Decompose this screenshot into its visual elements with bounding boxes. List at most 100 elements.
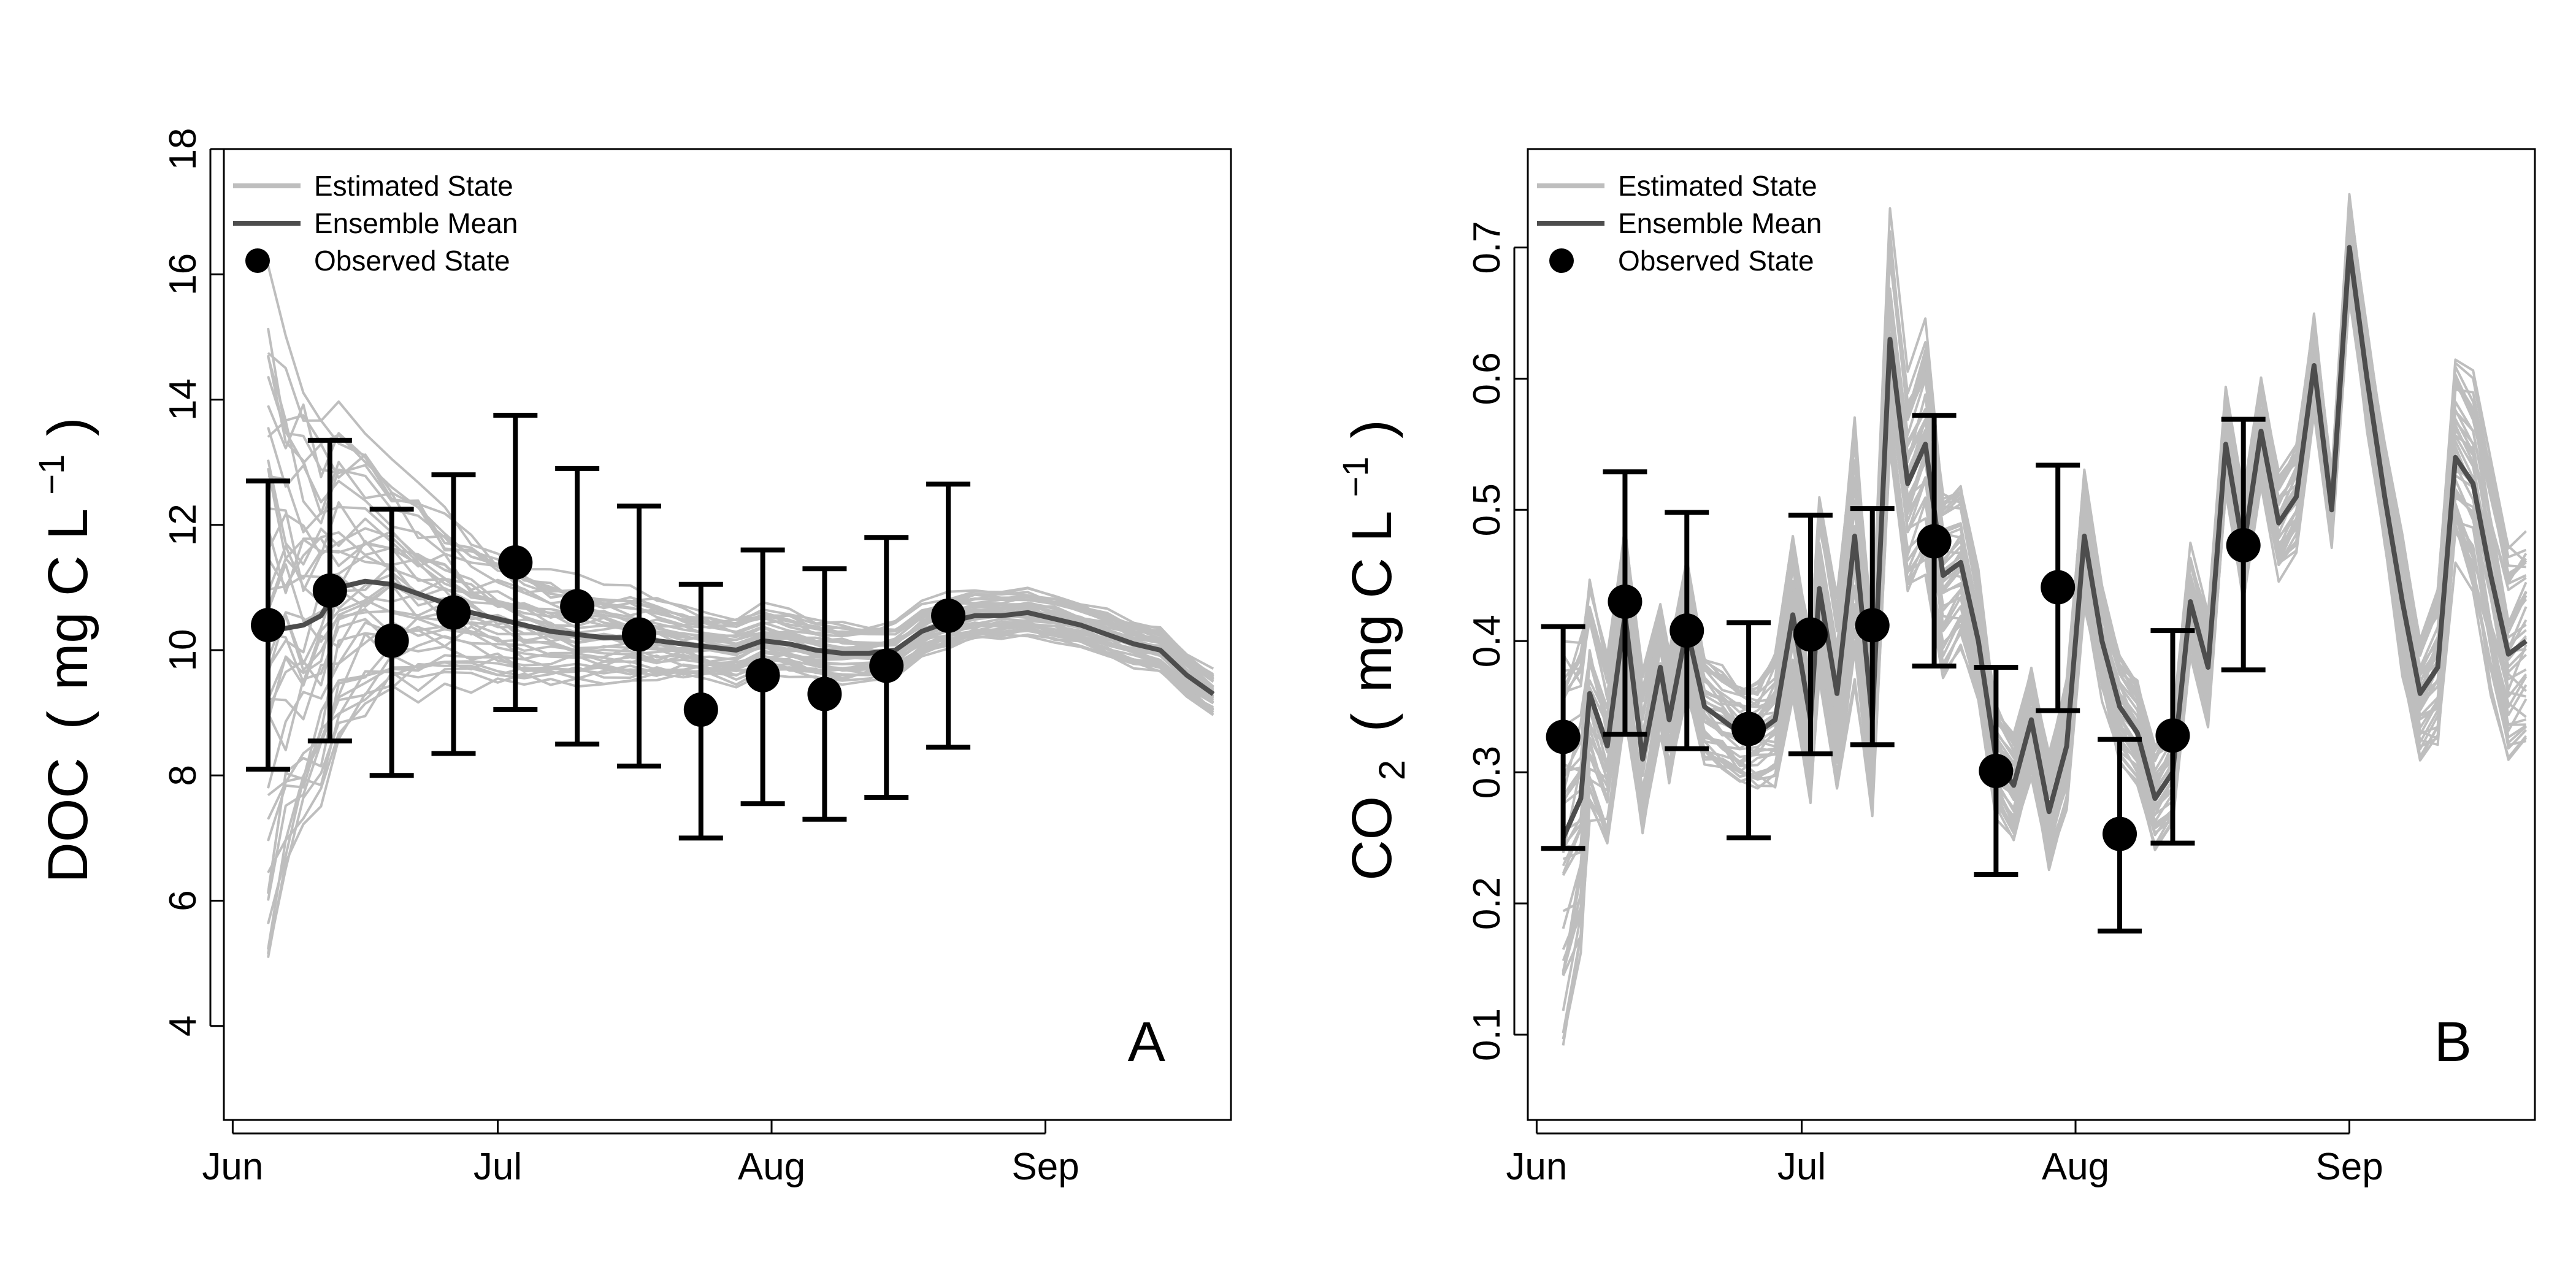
y-tick-label: 0.5	[1466, 483, 1508, 536]
y-tick-label: 16	[162, 253, 204, 296]
observed-marker	[251, 608, 286, 643]
y-axis-title-b: CO 2 ( mg C L −1 )	[1317, 420, 1417, 881]
observed-marker	[2226, 528, 2261, 563]
y-tick-label: 0.1	[1466, 1008, 1508, 1061]
legend-estimated-label-a: Estimated State	[314, 170, 513, 202]
ensemble-members-b	[1562, 193, 2528, 1046]
observed-point	[926, 481, 971, 750]
observed-marker	[374, 623, 409, 658]
x-tick-label: Aug	[2042, 1146, 2109, 1188]
ensemble-mean-line	[1560, 245, 2528, 839]
legend-observed-label-b: Observed State	[1618, 245, 1814, 277]
y-tick-label: 10	[162, 629, 204, 672]
observed-point	[678, 581, 723, 841]
y-tick-label: 0.6	[1466, 352, 1508, 405]
observed-marker	[1608, 585, 1643, 619]
y-title-paren-open-a: (	[37, 711, 99, 730]
ensemble-mean-a	[267, 578, 1215, 696]
ensemble-member-line	[267, 264, 1214, 670]
observed-marker	[931, 598, 966, 633]
x-tick-label: Jul	[473, 1146, 522, 1188]
observed-point	[555, 466, 600, 747]
legend-a: Estimated State Ensemble Mean Observed S…	[233, 170, 518, 277]
ensemble-member-line	[1562, 272, 2528, 975]
y-title-unit-a: mg C L	[37, 510, 99, 690]
y-title-main-b: CO	[1341, 796, 1403, 881]
observed-point	[246, 478, 291, 772]
y-title-paren-close-b: )	[1341, 420, 1403, 439]
ensemble-member-line	[267, 475, 1214, 683]
observed-marker	[1793, 617, 1828, 652]
observed-point	[493, 413, 538, 713]
y-axis-title-a: DOC ( mg C L −1 )	[13, 417, 99, 883]
observed-point	[1850, 506, 1895, 748]
observed-point	[1788, 512, 1833, 757]
observed-marker	[1855, 608, 1890, 643]
observed-marker	[683, 692, 718, 727]
y-tick-label: 14	[162, 378, 204, 421]
observed-marker	[436, 595, 471, 630]
y-title-superscript-b: −1	[1336, 456, 1376, 497]
y-title-paren-close-a: )	[37, 417, 99, 436]
panel-b: 0.1 0.2 0.3 0.4 0.5 0.6 0.7 Jun Jul Aug Sep Estim…	[1317, 148, 2536, 1188]
plot-frame-b	[1527, 148, 2536, 1121]
observed-marker	[807, 677, 842, 711]
observed-marker	[2103, 816, 2137, 851]
observed-point	[616, 504, 661, 769]
plot-frame-a	[223, 148, 1232, 1121]
panel-a: 4 6 8 10 12 14 16 18 Jun Jul Aug Sep Estimated Sta…	[13, 128, 1232, 1188]
observed-point	[740, 547, 785, 807]
observed-point	[2150, 628, 2195, 846]
y-tick-label: 0.3	[1466, 746, 1508, 799]
observed-point	[369, 507, 414, 778]
x-tick-label: Jul	[1777, 1146, 1826, 1188]
y-tick-label: 6	[162, 890, 204, 911]
ensemble-member-line	[1562, 294, 2527, 1011]
ensemble-member-line	[267, 629, 1214, 950]
panel-letter-a: A	[1128, 1011, 1166, 1073]
x-tick-label: Jun	[1506, 1146, 1567, 1188]
y-tick-label: 8	[162, 765, 204, 786]
y-title-main-a: DOC	[37, 757, 99, 883]
observed-point	[802, 566, 847, 822]
legend-observed-key-a	[245, 248, 270, 273]
ensemble-member-line	[267, 459, 1214, 688]
ensemble-member-line	[1562, 218, 2528, 797]
observed-point	[2221, 416, 2266, 673]
y-tick-label: 4	[162, 1016, 204, 1037]
ensemble-member-line	[1562, 250, 2528, 814]
observed-point	[1665, 510, 1709, 751]
observed-point	[431, 472, 476, 756]
observed-marker	[1979, 753, 2014, 788]
legend-mean-label-a: Ensemble Mean	[314, 207, 518, 239]
observed-point	[1541, 624, 1585, 851]
y-tick-label: 12	[162, 504, 204, 546]
legend-estimated-label-b: Estimated State	[1618, 170, 1817, 202]
legend-observed-label-a: Observed State	[314, 245, 510, 277]
y-title-subscript-b: 2	[1371, 760, 1413, 780]
observed-marker	[1917, 524, 1952, 559]
observed-point	[864, 535, 909, 800]
panel-letter-b: B	[2434, 1011, 2472, 1073]
y-tick-label: 0.2	[1466, 877, 1508, 930]
y-title-unit-b: mg C L	[1341, 512, 1403, 692]
x-tick-label: Sep	[2315, 1146, 2383, 1188]
observed-point	[2098, 737, 2142, 933]
legend-b: Estimated State Ensemble Mean Observed S…	[1537, 170, 1822, 277]
ensemble-members-a	[267, 264, 1214, 958]
y-ticks-a: 4 6 8 10 12 14 16 18	[162, 128, 224, 1037]
x-tick-label: Aug	[738, 1146, 805, 1188]
x-ticks-a: Jun Jul Aug Sep	[202, 1120, 1079, 1188]
ensemble-mean-b	[1560, 245, 2528, 839]
observed-marker	[1731, 711, 1766, 746]
observed-marker	[2041, 570, 2076, 605]
ensemble-member-line	[267, 634, 1214, 954]
legend-observed-key-b	[1549, 248, 1574, 273]
observed-marker	[498, 545, 533, 580]
observed-point	[1912, 413, 1957, 669]
x-ticks-b: Jun Jul Aug Sep	[1506, 1120, 2383, 1188]
y-title-superscript-a: −1	[32, 454, 72, 495]
ensemble-member-line	[1562, 296, 2527, 1033]
observed-point	[1974, 664, 2018, 877]
y-ticks-b: 0.1 0.2 0.3 0.4 0.5 0.6 0.7	[1466, 221, 1528, 1061]
